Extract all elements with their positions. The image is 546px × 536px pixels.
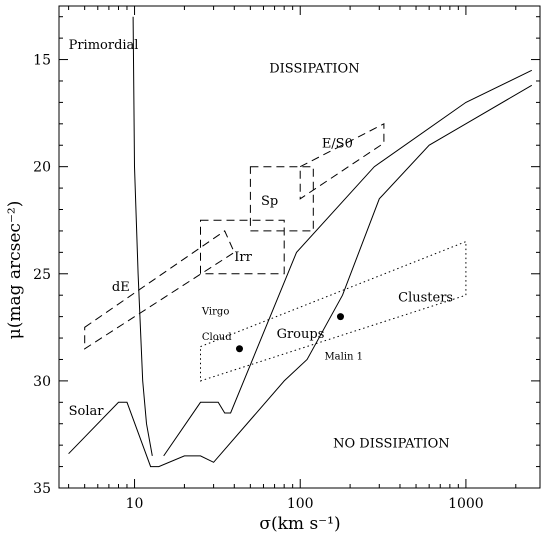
y-tick-label: 20 — [33, 160, 51, 176]
annotation-label: E/S0 — [322, 136, 353, 151]
x-axis-title: σ(km s⁻¹) — [259, 514, 340, 534]
annotation-label: Malin 1 — [324, 351, 363, 362]
curve-line — [132, 16, 153, 456]
data-point — [336, 313, 344, 321]
region-outline — [249, 166, 314, 232]
annotation-label: Irr — [234, 250, 252, 265]
y-tick-label: 25 — [33, 267, 51, 283]
plot-frame — [58, 5, 541, 489]
region-outline — [84, 230, 235, 350]
annotation-label: Cloud — [202, 332, 232, 343]
x-tick-label: 10 — [126, 496, 144, 512]
x-tick-label: 100 — [287, 496, 314, 512]
region-outline — [200, 240, 467, 382]
x-tick-label: 1000 — [448, 496, 484, 512]
curve-line — [163, 69, 533, 457]
annotation-label: Clusters — [398, 291, 453, 306]
annotation-label: Groups — [277, 327, 325, 342]
annotation-label: NO DISSIPATION — [333, 436, 450, 451]
y-tick-label: 15 — [33, 53, 51, 69]
annotation-label: Primordial — [69, 38, 139, 53]
curve-line — [68, 84, 533, 468]
data-point — [235, 345, 243, 353]
annotation-label: dE — [112, 280, 130, 295]
annotation-label: Sp — [261, 194, 278, 209]
axes: 15 20 25 30 35 10 100 1000 — [33, 5, 541, 512]
annotation-label: Solar — [69, 404, 105, 419]
y-tick-label: 35 — [33, 481, 51, 497]
y-axis-title: μ(mag arcsec⁻²) — [5, 201, 25, 340]
annotation-label: Virgo — [201, 306, 229, 317]
y-tick-label: 30 — [33, 374, 51, 390]
annotation-label: DISSIPATION — [269, 61, 359, 76]
region-outline — [200, 219, 285, 275]
plot-area: Primordial DISSIPATION E/S0 Sp Irr dE Virgo Clo… — [68, 16, 533, 468]
region-outline — [299, 122, 385, 200]
